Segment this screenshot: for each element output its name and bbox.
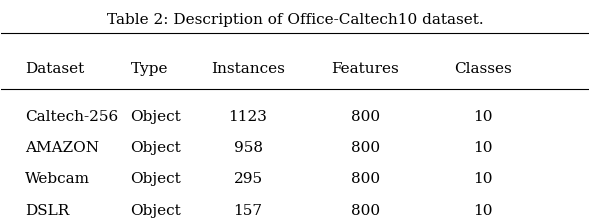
Text: Classes: Classes bbox=[454, 62, 512, 76]
Text: 10: 10 bbox=[473, 172, 493, 186]
Text: Object: Object bbox=[130, 141, 181, 155]
Text: Features: Features bbox=[332, 62, 399, 76]
Text: Object: Object bbox=[130, 109, 181, 124]
Text: Object: Object bbox=[130, 204, 181, 218]
Text: 295: 295 bbox=[234, 172, 263, 186]
Text: AMAZON: AMAZON bbox=[25, 141, 99, 155]
Text: 1123: 1123 bbox=[228, 109, 267, 124]
Text: 10: 10 bbox=[473, 141, 493, 155]
Text: 800: 800 bbox=[351, 109, 380, 124]
Text: Webcam: Webcam bbox=[25, 172, 90, 186]
Text: DSLR: DSLR bbox=[25, 204, 69, 218]
Text: 10: 10 bbox=[473, 109, 493, 124]
Text: 10: 10 bbox=[473, 204, 493, 218]
Text: Caltech-256: Caltech-256 bbox=[25, 109, 118, 124]
Text: 800: 800 bbox=[351, 204, 380, 218]
Text: Instances: Instances bbox=[211, 62, 285, 76]
Text: Dataset: Dataset bbox=[25, 62, 84, 76]
Text: Object: Object bbox=[130, 172, 181, 186]
Text: 800: 800 bbox=[351, 172, 380, 186]
Text: Table 2: Description of Office-Caltech10 dataset.: Table 2: Description of Office-Caltech10… bbox=[107, 13, 483, 27]
Text: 157: 157 bbox=[234, 204, 263, 218]
Text: 800: 800 bbox=[351, 141, 380, 155]
Text: 958: 958 bbox=[234, 141, 263, 155]
Text: Type: Type bbox=[130, 62, 168, 76]
